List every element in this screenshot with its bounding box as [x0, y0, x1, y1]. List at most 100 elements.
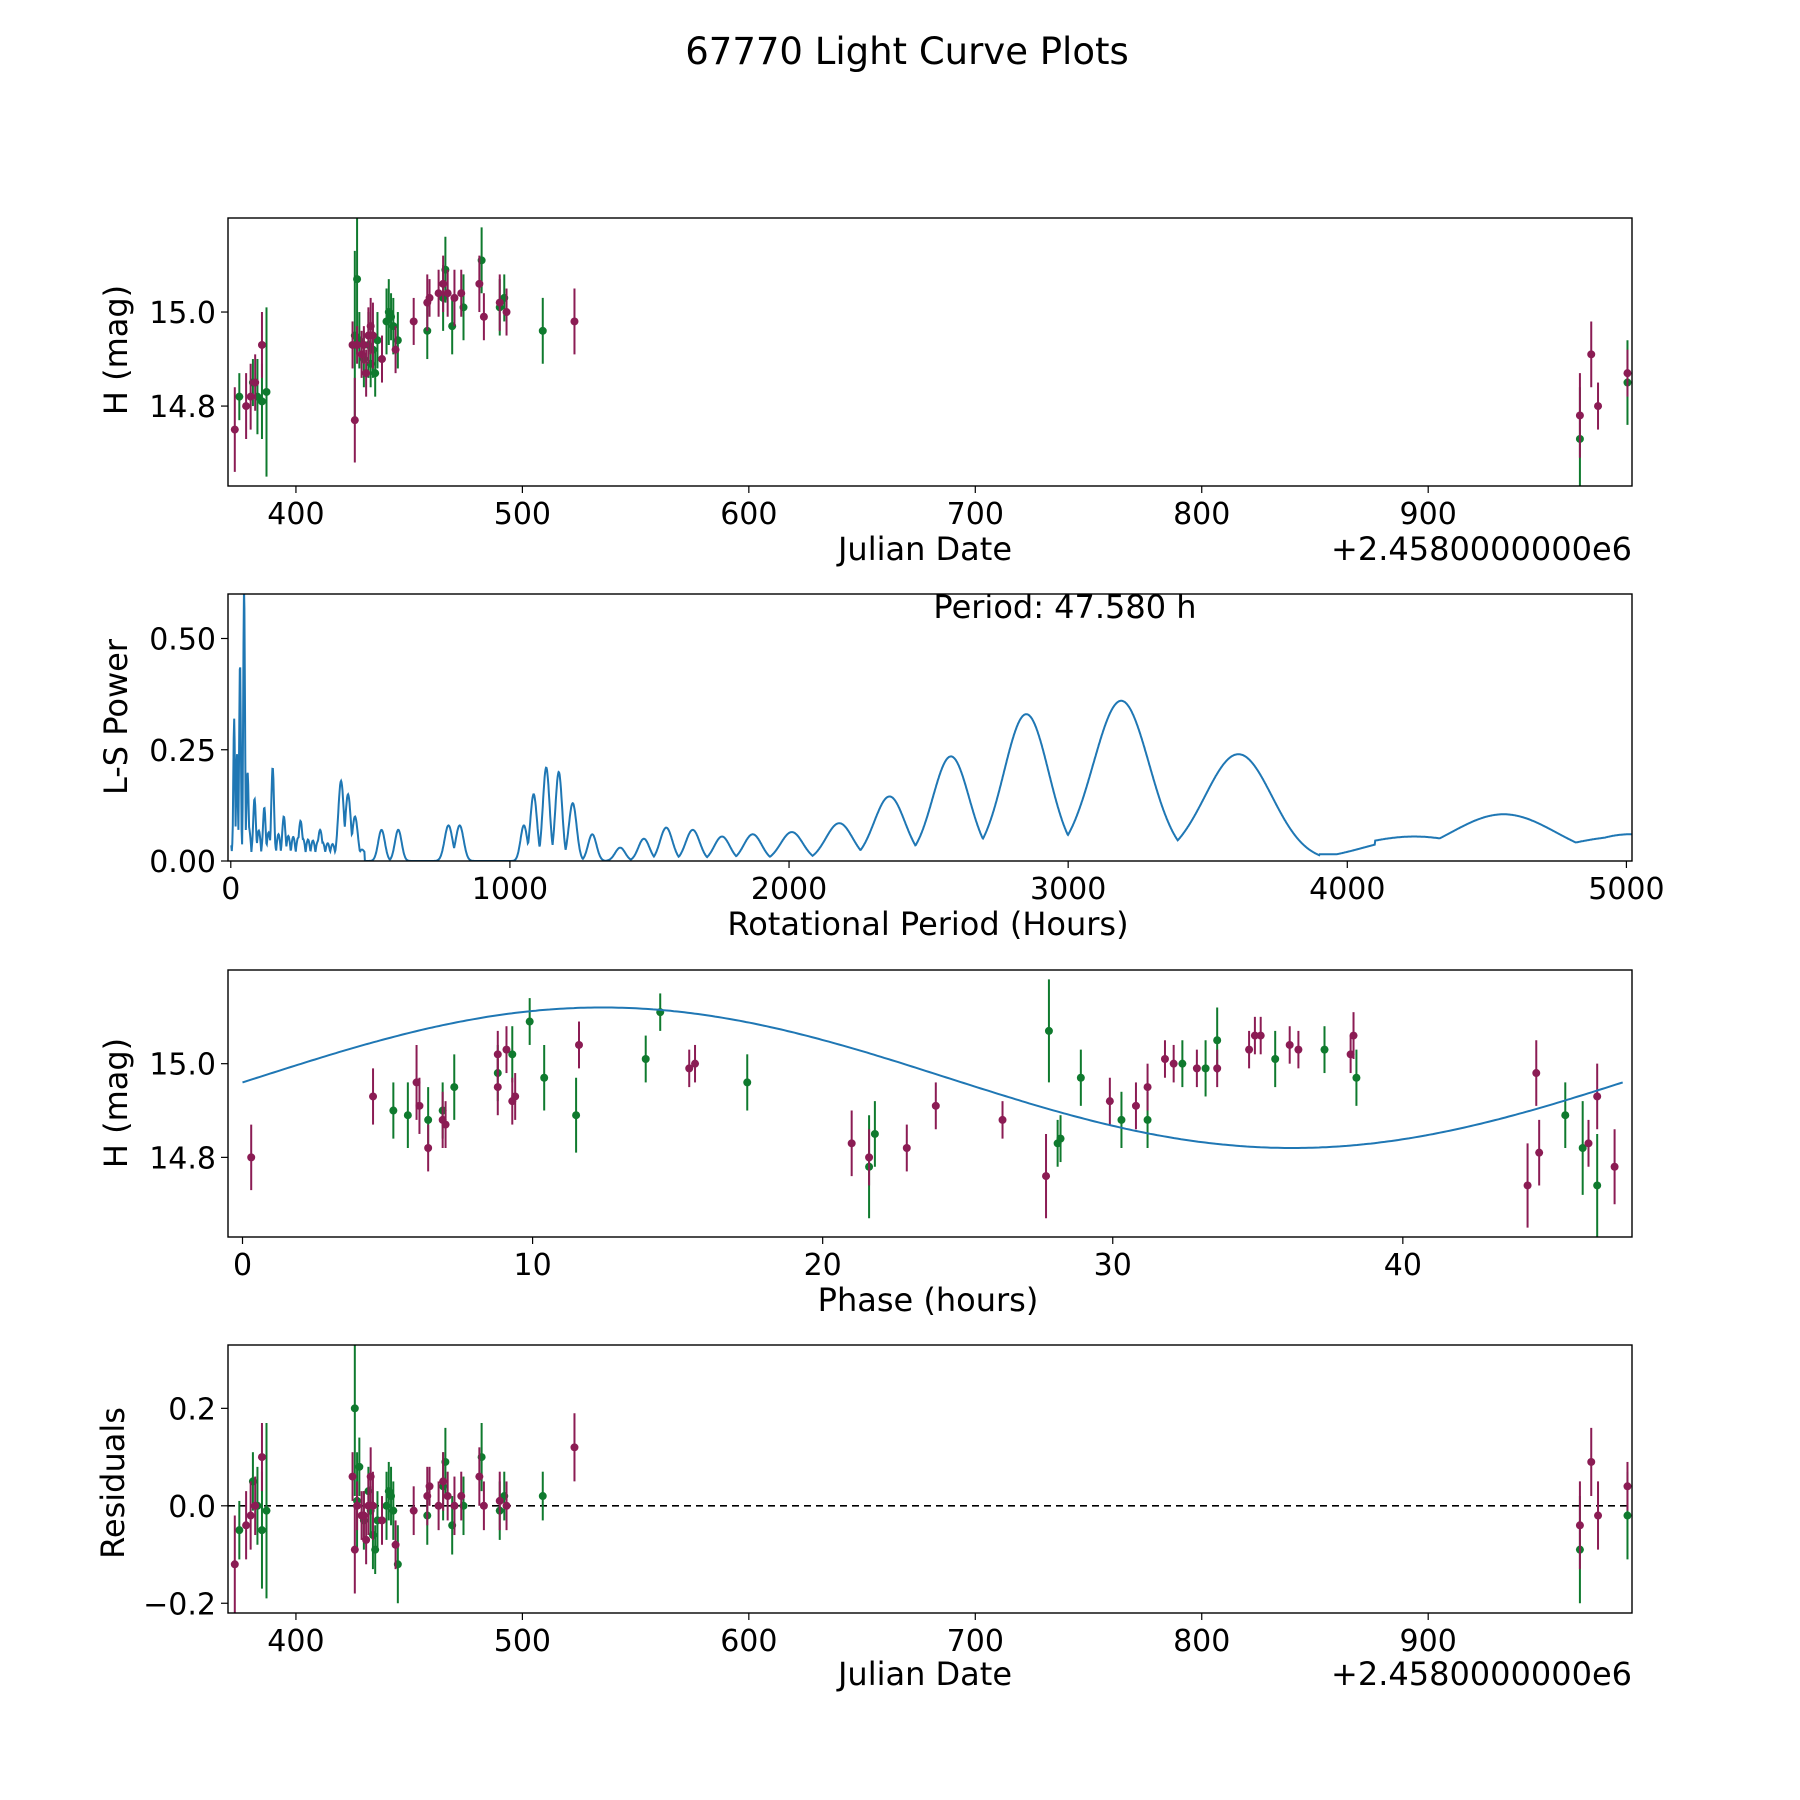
- lightcurve-magenta-point: [1587, 350, 1596, 359]
- phased-magenta-point: [369, 1092, 378, 1101]
- residuals-xlabel: Julian Date: [836, 1655, 1012, 1693]
- periodogram-xtick-label: 2000: [751, 872, 827, 907]
- phased-magenta-point: [1349, 1031, 1358, 1040]
- phased-green-point: [1352, 1073, 1361, 1082]
- phased-magenta-point: [1532, 1069, 1541, 1078]
- lightcurve-magenta-point: [368, 331, 377, 340]
- phased-ytick-label: 14.8: [149, 1141, 216, 1176]
- residuals-magenta-point: [246, 1511, 255, 1520]
- lightcurve-ytick-label: 15.0: [149, 296, 216, 331]
- lightcurve-green-point: [262, 387, 271, 396]
- lightcurve-magenta-point: [362, 369, 371, 378]
- periodogram-xlabel: Rotational Period (Hours): [727, 905, 1128, 943]
- residuals-magenta-point: [1623, 1482, 1632, 1491]
- periodogram-ylabel: L-S Power: [97, 638, 135, 795]
- residuals-magenta-point: [434, 1501, 443, 1510]
- lightcurve-magenta-point: [353, 340, 362, 349]
- phased-magenta-point: [1192, 1064, 1201, 1073]
- lightcurve-magenta-point: [439, 279, 448, 288]
- phased-magenta-point: [575, 1040, 583, 1049]
- residuals-magenta-point: [409, 1506, 418, 1515]
- phased-magenta-point: [865, 1153, 874, 1162]
- phased-green-point: [1320, 1045, 1329, 1054]
- lightcurve-magenta-point: [475, 279, 484, 288]
- residuals-green-point: [262, 1506, 271, 1515]
- lightcurve-magenta-point: [242, 402, 251, 411]
- lightcurve-magenta-point: [246, 392, 255, 401]
- lightcurve-magenta-point: [443, 289, 452, 298]
- lightcurve-magenta-point: [570, 317, 579, 326]
- phased-magenta-point: [1256, 1031, 1265, 1040]
- residuals-magenta-point: [570, 1443, 579, 1452]
- phased-model-curve: [242, 1006, 1624, 1149]
- phased-green-point: [1056, 1134, 1065, 1143]
- lightcurve-axes-frame: [227, 217, 1633, 487]
- periodogram-ytick-label: 0.25: [149, 734, 216, 769]
- lightcurve-panel: H (mag) Julian Date +2.4580000000e6 400 5…: [97, 217, 1633, 568]
- phased-green-point: [641, 1055, 650, 1063]
- lightcurve-magenta-point: [359, 340, 368, 349]
- residuals-magenta-point: [425, 1482, 434, 1491]
- lightcurve-magenta-point: [450, 293, 459, 302]
- residuals-magenta-point: [1575, 1521, 1584, 1530]
- residuals-green-point: [538, 1492, 547, 1501]
- phased-ylabel: H (mag): [97, 1038, 135, 1168]
- residuals-magenta-point: [362, 1535, 371, 1544]
- residuals-magenta-point: [391, 1540, 400, 1549]
- lightcurve-magenta-point: [257, 340, 266, 349]
- phased-magenta-point: [1213, 1064, 1222, 1073]
- phased-green-point: [389, 1106, 398, 1115]
- residuals-magenta-point: [251, 1501, 260, 1510]
- lightcurve-green-point: [235, 392, 244, 401]
- periodogram-ytick-label: 0.00: [149, 845, 216, 880]
- periodogram-panel: L-S Power Rotational Period (Hours) Peri…: [97, 588, 1665, 943]
- phased-axes-frame: [227, 969, 1633, 1238]
- lightcurve-xtick-label: 800: [1173, 497, 1230, 532]
- phased-green-point: [508, 1050, 517, 1059]
- residuals-magenta-point: [443, 1492, 452, 1501]
- phased-magenta-point: [1294, 1045, 1303, 1054]
- phased-green-point: [540, 1073, 549, 1082]
- phased-data-layer: [247, 979, 1619, 1237]
- lightcurve-magenta-point: [502, 308, 511, 317]
- phased-magenta-point: [1285, 1040, 1294, 1049]
- periodogram-xtick-label: 4000: [1309, 872, 1385, 907]
- residuals-magenta-point: [348, 1472, 357, 1481]
- phased-magenta-point: [1535, 1148, 1544, 1157]
- residuals-green-point: [350, 1404, 359, 1413]
- phased-green-point: [870, 1129, 879, 1138]
- phased-green-point: [1593, 1181, 1602, 1190]
- phased-green-point: [1076, 1073, 1085, 1082]
- residuals-xtick-label: 400: [267, 1624, 324, 1659]
- lightcurve-green-point: [371, 369, 380, 378]
- residuals-xtick-label: 900: [1400, 1624, 1457, 1659]
- phased-xtick-label: 10: [513, 1248, 551, 1283]
- phased-magenta-point: [1143, 1083, 1152, 1092]
- phased-green-point: [572, 1111, 581, 1120]
- residuals-magenta-point: [242, 1521, 251, 1530]
- residuals-magenta-point: [479, 1501, 488, 1510]
- phased-green-point: [1213, 1036, 1222, 1045]
- residuals-magenta-point: [230, 1560, 239, 1569]
- phased-magenta-point: [1593, 1092, 1602, 1101]
- lightcurve-magenta-point: [377, 355, 386, 364]
- phased-magenta-point: [1584, 1139, 1593, 1148]
- phased-magenta-point: [1250, 1031, 1259, 1040]
- lightcurve-magenta-point: [1575, 411, 1584, 420]
- phased-magenta-point: [685, 1064, 694, 1073]
- residuals-green-point: [235, 1526, 244, 1535]
- lightcurve-xlabel: Julian Date: [836, 530, 1012, 568]
- lightcurve-xtick-label: 400: [267, 497, 324, 532]
- residuals-xtick-label: 700: [947, 1624, 1004, 1659]
- residuals-xtick-label: 800: [1173, 1624, 1230, 1659]
- residuals-magenta-point: [457, 1492, 466, 1501]
- phased-magenta-point: [847, 1139, 856, 1148]
- phased-magenta-point: [1131, 1101, 1140, 1110]
- phased-magenta-point: [493, 1050, 502, 1059]
- residuals-xtick-label: 500: [494, 1624, 551, 1659]
- residuals-magenta-point: [377, 1516, 386, 1525]
- phased-green-point: [403, 1111, 412, 1120]
- phased-magenta-point: [1245, 1045, 1254, 1054]
- phased-green-point: [1178, 1059, 1187, 1068]
- residuals-offset-label: +2.4580000000e6: [1331, 1655, 1632, 1693]
